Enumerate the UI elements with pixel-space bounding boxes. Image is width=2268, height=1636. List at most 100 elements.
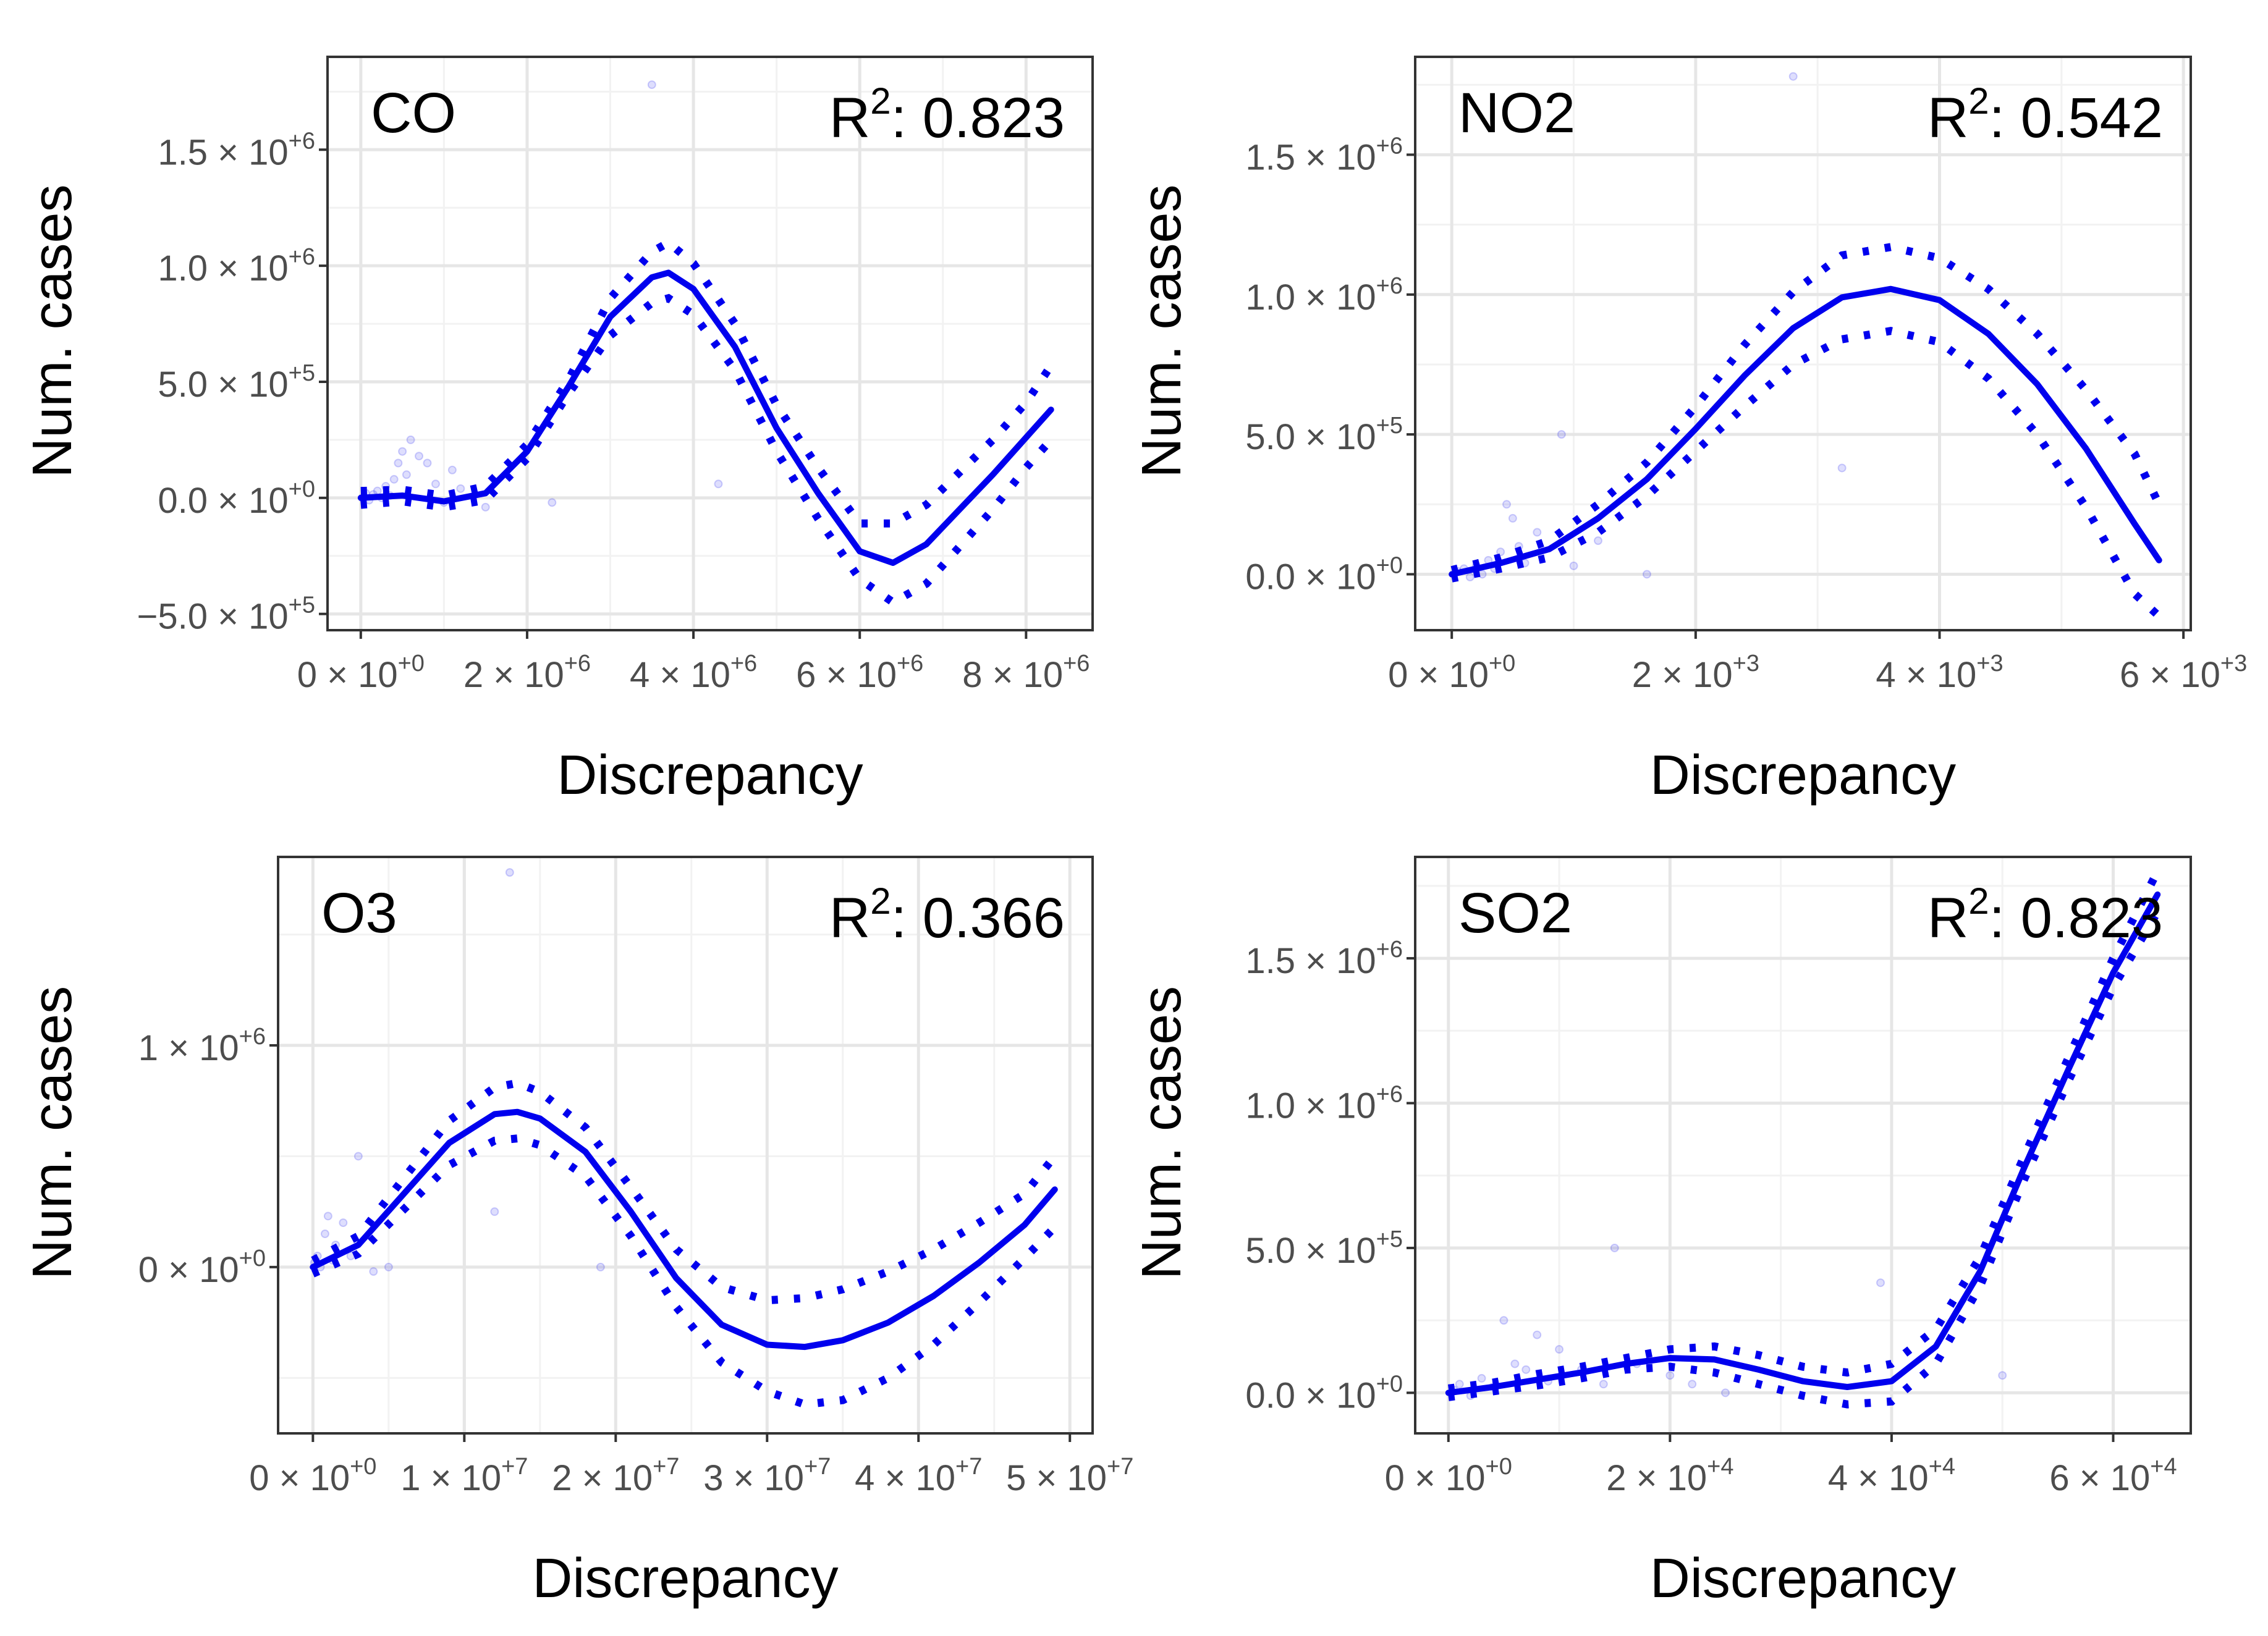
panel-co: 0 × 10+0 2 × 10+6 4 × 10+6 6 × 10+6 8 × 10+6… (22, 56, 1094, 806)
y-tick-label-base: 0.0 × 10 (158, 481, 288, 521)
data-point (1599, 1380, 1608, 1389)
r-squared-exponent: 2 (1968, 880, 1989, 922)
x-tick-label: 6 × 10+4 (2049, 1454, 2177, 1498)
r-squared-prefix: R (1927, 86, 1968, 150)
data-point (1837, 463, 1847, 473)
data-point (1508, 513, 1517, 523)
x-tick-label-base: 2 × 10 (1606, 1458, 1707, 1498)
ci-upper-line (311, 1079, 1058, 1305)
data-point (339, 1218, 348, 1228)
y-axis-title: Num. cases (22, 986, 83, 1280)
y-tick-label-exponent: +0 (1376, 552, 1403, 578)
data-point (1455, 1380, 1464, 1389)
data-point (1876, 1278, 1885, 1288)
plot-background (1415, 857, 2191, 1433)
panel-no2: 0 × 10+0 2 × 10+3 4 × 10+3 6 × 10+30.0 × 10… (1131, 56, 2247, 806)
data-point (447, 465, 457, 474)
data-point (402, 470, 411, 479)
x-axis-title: Discrepancy (1650, 1548, 1956, 1609)
data-point (490, 1207, 499, 1216)
x-axis-title: Discrepancy (557, 744, 863, 806)
y-tick-label: 5.0 × 10+5 (1245, 413, 1403, 457)
x-tick-label-base: 2 × 10 (1632, 655, 1733, 695)
y-tick-label-exponent: +6 (239, 1024, 266, 1050)
fit-line (1445, 891, 2161, 1396)
x-tick-label-exponent: +0 (1486, 1454, 1512, 1480)
x-tick-label-base: 4 × 10 (630, 655, 730, 695)
y-tick-label-base: 1.0 × 10 (1245, 277, 1376, 318)
x-tick-label: 2 × 10+7 (552, 1454, 679, 1498)
data-point (481, 502, 490, 512)
fit-line (357, 269, 1054, 566)
panel-title: O3 (321, 882, 397, 945)
data-point (647, 80, 656, 90)
y-tick-label: 1.5 × 10+6 (158, 128, 315, 172)
x-tick-label: 3 × 10+7 (703, 1454, 831, 1498)
r-squared-prefix: R (1927, 887, 1968, 950)
y-tick-label-exponent: +6 (1376, 273, 1403, 299)
data-point (1665, 1371, 1675, 1380)
x-tick-label-base: 1 × 10 (400, 1458, 501, 1498)
x-tick-label-exponent: +3 (1733, 651, 1759, 677)
data-point (1510, 1359, 1520, 1368)
x-tick-label-exponent: +0 (1489, 651, 1515, 677)
y-tick-label: 0.0 × 10+0 (1245, 1371, 1403, 1415)
r-squared-label: R2: 0.823 (1927, 880, 2163, 950)
data-point (1521, 1365, 1531, 1374)
x-tick-label-base: 6 × 10 (2120, 655, 2220, 695)
x-tick-label-exponent: +6 (564, 651, 591, 677)
data-point (1465, 572, 1475, 581)
x-tick-label: 2 × 10+4 (1606, 1454, 1733, 1498)
x-tick-label-base: 0 × 10 (1385, 1458, 1486, 1498)
r-squared-value: : 0.542 (1989, 86, 2163, 150)
x-tick-label-base: 2 × 10 (463, 655, 564, 695)
fit-line (1449, 285, 2162, 578)
data-point (415, 452, 424, 461)
r-squared-value: : 0.366 (891, 887, 1065, 950)
plot-background (278, 857, 1093, 1433)
data-point (1502, 500, 1511, 509)
x-tick-label-base: 6 × 10 (796, 655, 897, 695)
y-tick-label: 1.0 × 10+6 (1245, 1082, 1403, 1126)
y-tick-label-base: 0.0 × 10 (1245, 557, 1376, 597)
r-squared-exponent: 2 (870, 880, 891, 922)
x-tick-label-base: 6 × 10 (2049, 1458, 2150, 1498)
panel-so2: 0 × 10+0 2 × 10+4 4 × 10+4 6 × 10+40.0 × 10… (1131, 856, 2192, 1609)
x-tick-label: 6 × 10+3 (2120, 651, 2247, 695)
panel-title: SO2 (1458, 882, 1572, 945)
x-tick-label: 4 × 10+6 (630, 651, 757, 695)
x-tick-label: 2 × 10+6 (463, 651, 591, 695)
y-tick-label-exponent: +5 (1376, 413, 1403, 439)
data-point (1642, 570, 1651, 579)
y-tick-label: 1.5 × 10+6 (1245, 133, 1403, 177)
y-tick-label-base: 1.5 × 10 (1245, 941, 1376, 981)
data-point (1593, 536, 1602, 546)
data-point (431, 479, 440, 489)
y-tick-label-exponent: +5 (289, 592, 315, 618)
ci-lower-line (360, 293, 1054, 607)
panel-border (277, 856, 1094, 1435)
data-point (369, 1267, 378, 1276)
y-tick-label-exponent: +5 (1376, 1226, 1403, 1252)
y-tick-label-base: 5.0 × 10 (1245, 1231, 1376, 1271)
y-tick-label: 1 × 10+6 (138, 1024, 266, 1068)
plot-area (310, 868, 1058, 1409)
y-tick-label: 0.0 × 10+0 (158, 476, 315, 521)
y-tick-label: 0.0 × 10+0 (1245, 552, 1403, 597)
data-point (1610, 1243, 1619, 1252)
y-tick-label: 1.0 × 10+6 (158, 244, 315, 289)
data-point (384, 1262, 393, 1271)
plot-area (1449, 72, 2163, 620)
x-tick-label-base: 3 × 10 (703, 1458, 804, 1498)
y-tick-label-exponent: +0 (289, 476, 315, 502)
x-tick-label-exponent: +3 (1976, 651, 2003, 677)
x-tick-label: 0 × 10+0 (1385, 1454, 1512, 1498)
r-squared-prefix: R (829, 86, 870, 150)
data-point (353, 1152, 363, 1161)
x-tick-label-exponent: +7 (653, 1454, 679, 1480)
x-tick-label-base: 4 × 10 (855, 1458, 955, 1498)
y-tick-label-base: 5.0 × 10 (1245, 417, 1376, 457)
y-tick-label-base: 1.5 × 10 (1245, 137, 1376, 177)
x-tick-label: 0 × 10+0 (249, 1454, 376, 1498)
data-point (394, 458, 403, 468)
